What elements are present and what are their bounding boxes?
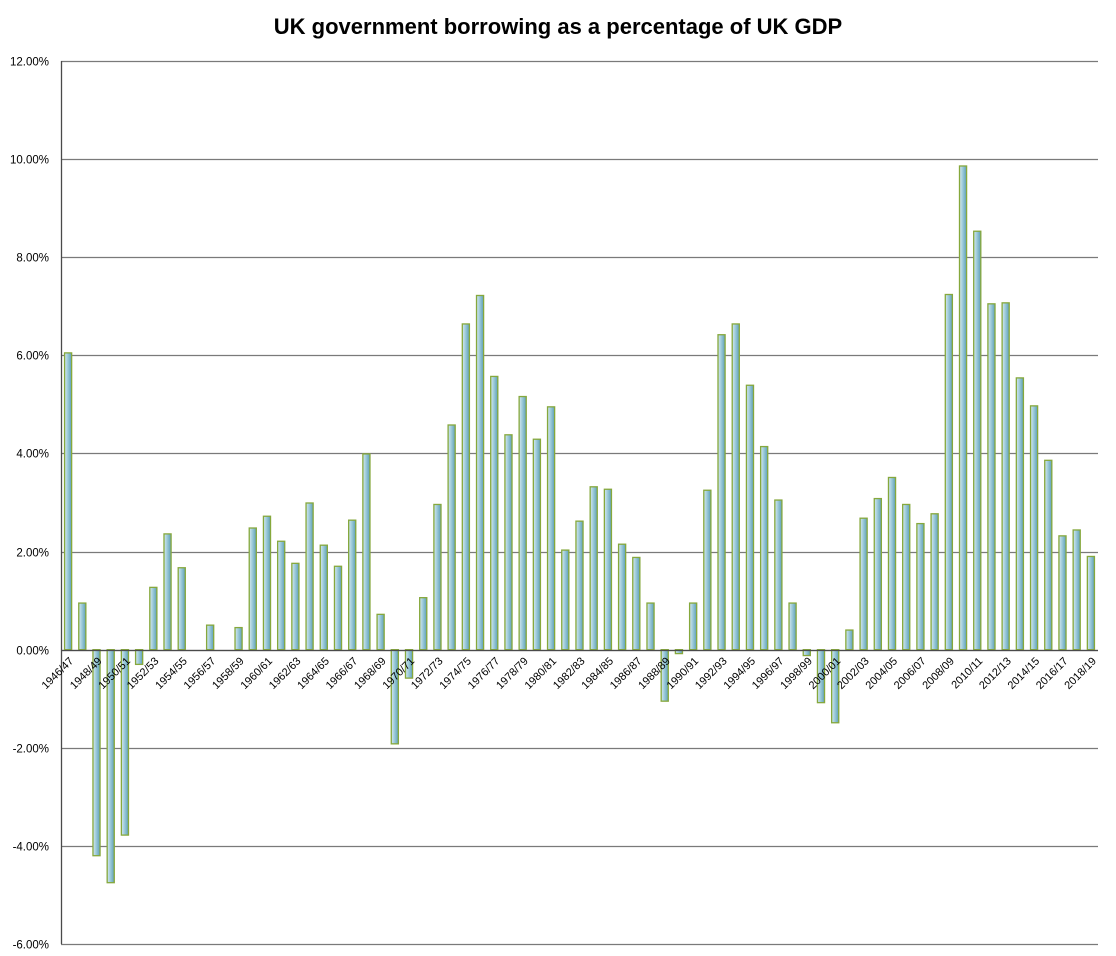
x-axis-tick-labels: 1946/471948/491950/511952/531954/551956/… (40, 655, 1099, 692)
bar (234, 626, 243, 651)
bar (703, 489, 712, 651)
bars (63, 165, 1096, 884)
bar (376, 613, 385, 651)
bar (788, 602, 797, 651)
bar (134, 649, 144, 666)
bar (887, 476, 897, 651)
bar (632, 556, 641, 651)
bar (802, 649, 811, 657)
gridlines (61, 60, 1098, 946)
bar (561, 549, 570, 651)
y-tick-label: 12.00% (10, 57, 49, 69)
bar (475, 294, 485, 651)
bar (674, 649, 684, 655)
y-tick-label: -6.00% (13, 940, 49, 952)
bar (291, 562, 300, 651)
bar (163, 533, 172, 651)
y-tick-label: -4.00% (13, 842, 49, 854)
bar (902, 503, 911, 651)
bar (92, 649, 101, 857)
bar (390, 649, 400, 745)
bar (958, 165, 968, 651)
bar (362, 453, 371, 651)
bar (1044, 459, 1053, 651)
bar (461, 323, 471, 651)
axes (60, 61, 1098, 944)
y-tick-label: 10.00% (10, 155, 49, 167)
bar (603, 488, 613, 651)
bar (504, 434, 513, 651)
bar (973, 230, 982, 651)
bar (120, 649, 130, 836)
y-tick-label: 6.00% (16, 351, 49, 363)
bar (1015, 377, 1025, 651)
bar (1058, 535, 1067, 651)
bar (490, 375, 499, 651)
bar (546, 406, 556, 651)
y-tick-label: 4.00% (16, 449, 49, 461)
bar (447, 424, 456, 651)
bar (1029, 405, 1039, 651)
chart-title: UK government borrowing as a percentage … (273, 14, 843, 39)
bar (816, 649, 826, 704)
bar (575, 520, 584, 651)
bar (688, 602, 698, 651)
bar (63, 352, 73, 651)
bar (305, 502, 314, 651)
bar (1086, 555, 1096, 651)
bar (106, 649, 115, 884)
bar (731, 323, 740, 651)
bar (205, 624, 215, 651)
x-tick-label: 2018/19 (1062, 655, 1099, 692)
bar (930, 513, 939, 651)
bar (248, 527, 257, 651)
bar (404, 649, 414, 679)
bar (276, 540, 286, 651)
y-tick-label: 2.00% (16, 548, 49, 560)
x-tick-label: 2008/09 (920, 655, 957, 692)
bar (333, 565, 343, 651)
bar (745, 384, 755, 651)
bar (348, 519, 357, 651)
bar (1001, 302, 1010, 651)
bar (1072, 529, 1081, 651)
bar (916, 522, 925, 651)
bar (419, 597, 428, 651)
bar (873, 497, 883, 651)
y-tick-label: 0.00% (16, 646, 49, 658)
bar (660, 649, 669, 702)
bar (845, 629, 854, 651)
y-tick-label: -2.00% (13, 744, 49, 756)
bar (177, 567, 186, 651)
bar (78, 602, 87, 651)
bar (646, 602, 655, 651)
bar (717, 334, 726, 651)
bar (759, 445, 769, 651)
bar (262, 515, 272, 651)
bar (859, 517, 868, 651)
bar (617, 543, 627, 651)
y-tick-label: 8.00% (16, 253, 49, 265)
bar (149, 586, 158, 651)
bar (319, 544, 329, 651)
bar (987, 303, 996, 651)
bar (589, 486, 598, 651)
bar (532, 438, 542, 651)
bar (944, 293, 954, 651)
bar (830, 649, 840, 724)
bar (518, 395, 527, 651)
bar (774, 499, 783, 651)
bar (433, 503, 442, 651)
y-axis-tick-labels: 12.00% 10.00% 8.00% 6.00% 4.00% 2.00% 0.00% -2.… (10, 57, 49, 952)
